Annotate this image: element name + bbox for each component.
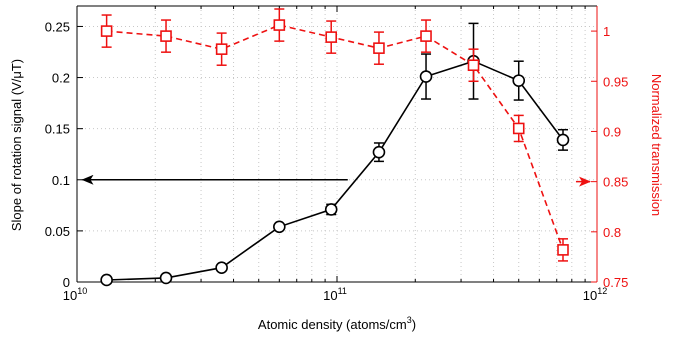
data-point-circle — [159, 271, 173, 285]
data-point-square — [215, 43, 228, 55]
series-layer — [100, 8, 570, 287]
y-tick-label-right: 0.8 — [603, 225, 621, 240]
data-point-square — [325, 31, 338, 43]
x-tick-label: 1010 — [63, 286, 87, 303]
y-axis-left-title: Slope of rotation signal (V/μT) — [9, 59, 24, 231]
data-point-circle — [419, 70, 433, 83]
x-tick-label: 1011 — [323, 286, 347, 303]
y-axis-right-title: Normalized transmission — [649, 74, 664, 216]
data-point-square — [557, 244, 569, 256]
data-point-square — [160, 30, 172, 42]
y-tick-label-left: 0.15 — [45, 122, 70, 137]
y-tick-label-right: 0.9 — [603, 124, 621, 139]
y-tick-label-left: 0.1 — [52, 173, 70, 188]
data-point-square — [420, 30, 432, 42]
data-point-circle — [324, 203, 338, 216]
data-point-circle — [372, 145, 386, 159]
data-point-circle — [100, 273, 113, 287]
data-point-circle — [556, 133, 570, 147]
axes — [76, 5, 598, 283]
y-tick-label-right: 0.85 — [603, 175, 628, 190]
data-point-circle — [215, 261, 228, 274]
tick-labels: 1010 1011 1012 0 0.05 0.1 0.15 0.2 0.25 0.75 0.8 0.… — [45, 19, 629, 303]
x-tick-label: 1012 — [583, 286, 607, 303]
y-tick-label-left: 0.2 — [52, 71, 70, 86]
y-tick-label-right: 1 — [603, 24, 610, 39]
grid-lines — [77, 6, 597, 282]
x-axis-title: Atomic density (atoms/cm3) — [258, 315, 416, 332]
y-tick-label-right: 0.75 — [603, 275, 628, 290]
y-tick-label-left: 0.25 — [45, 19, 70, 34]
annotations — [81, 174, 592, 187]
data-point-square — [467, 59, 480, 72]
series-2-line — [106, 24, 564, 251]
data-point-square — [273, 19, 286, 31]
data-point-square — [373, 42, 385, 54]
data-point-square — [100, 25, 113, 37]
y-tick-label-left: 0.05 — [45, 224, 70, 239]
data-point-square — [512, 122, 525, 135]
data-point-circle — [273, 220, 286, 234]
series-1-line — [106, 60, 564, 281]
y-tick-label-right: 0.95 — [603, 74, 628, 89]
data-point-circle — [512, 74, 526, 87]
y-tick-label-left: 0 — [63, 275, 70, 290]
